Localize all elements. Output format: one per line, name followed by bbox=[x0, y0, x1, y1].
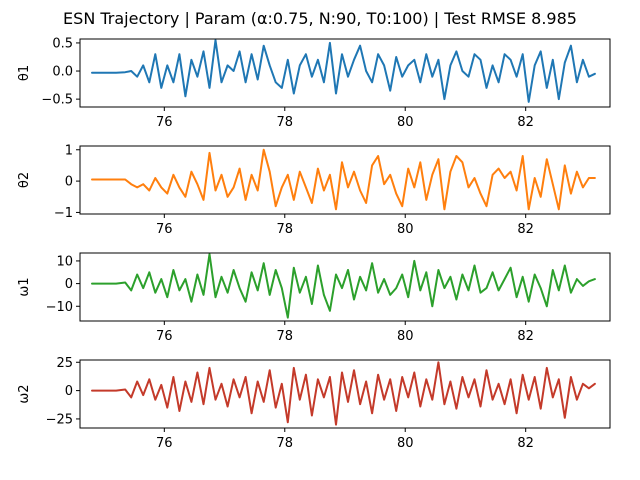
y-tick-label: −0.5 bbox=[41, 93, 73, 108]
series-line-3 bbox=[91, 253, 596, 319]
series-line-2 bbox=[91, 148, 596, 211]
y-tick-label: 0 bbox=[65, 384, 73, 399]
axes-frame bbox=[79, 145, 611, 215]
x-tick-label: 80 bbox=[397, 222, 414, 237]
x-tick-label: 82 bbox=[517, 222, 534, 237]
x-tick-label: 82 bbox=[517, 115, 534, 130]
x-tick-label: 82 bbox=[517, 329, 534, 344]
axes-frame bbox=[79, 252, 611, 322]
x-tick-label: 78 bbox=[276, 436, 293, 451]
y-tick-label: 10 bbox=[56, 254, 73, 269]
y-axis-label: ω1 bbox=[17, 277, 32, 296]
y-tick-label: −25 bbox=[46, 412, 73, 427]
series-line-1 bbox=[91, 39, 596, 103]
x-tick-label: 78 bbox=[276, 115, 293, 130]
y-tick-label: 0.5 bbox=[52, 36, 73, 51]
x-tick-label: 76 bbox=[156, 222, 173, 237]
x-tick-label: 78 bbox=[276, 222, 293, 237]
y-tick-label: 0 bbox=[65, 277, 73, 292]
axes-frame bbox=[79, 38, 611, 108]
x-tick-label: 76 bbox=[156, 436, 173, 451]
subplot-3: 76 78 80 82 −10 0 10 ω1 bbox=[17, 252, 611, 344]
x-tick-label: 82 bbox=[517, 436, 534, 451]
subplot-1: 76 78 80 82 −0.5 0.0 0.5 θ1 bbox=[17, 36, 611, 130]
y-axis-label: θ1 bbox=[17, 65, 32, 81]
x-tick-label: 80 bbox=[397, 436, 414, 451]
figure-title: ESN Trajectory | Param (α:0.75, N:90, T0… bbox=[63, 9, 577, 28]
x-tick-label: 76 bbox=[156, 115, 173, 130]
y-tick-label: −1 bbox=[54, 206, 73, 221]
x-tick-label: 80 bbox=[397, 115, 414, 130]
subplot-2: 76 78 80 82 −1 0 1 θ2 bbox=[17, 143, 611, 237]
y-tick-label: 0.0 bbox=[52, 65, 73, 80]
x-tick-label: 76 bbox=[156, 329, 173, 344]
y-tick-label: −10 bbox=[46, 300, 73, 315]
y-tick-label: 25 bbox=[56, 356, 73, 371]
series-line-4 bbox=[91, 361, 596, 426]
y-axis-label: θ2 bbox=[17, 172, 32, 188]
x-tick-label: 80 bbox=[397, 329, 414, 344]
axes-frame bbox=[79, 359, 611, 429]
y-tick-label: 0 bbox=[65, 175, 73, 190]
x-tick-label: 78 bbox=[276, 329, 293, 344]
subplot-4: 76 78 80 82 −25 0 25 ω2 bbox=[17, 356, 611, 451]
y-tick-label: 1 bbox=[65, 143, 73, 158]
y-axis-label: ω2 bbox=[17, 384, 32, 403]
